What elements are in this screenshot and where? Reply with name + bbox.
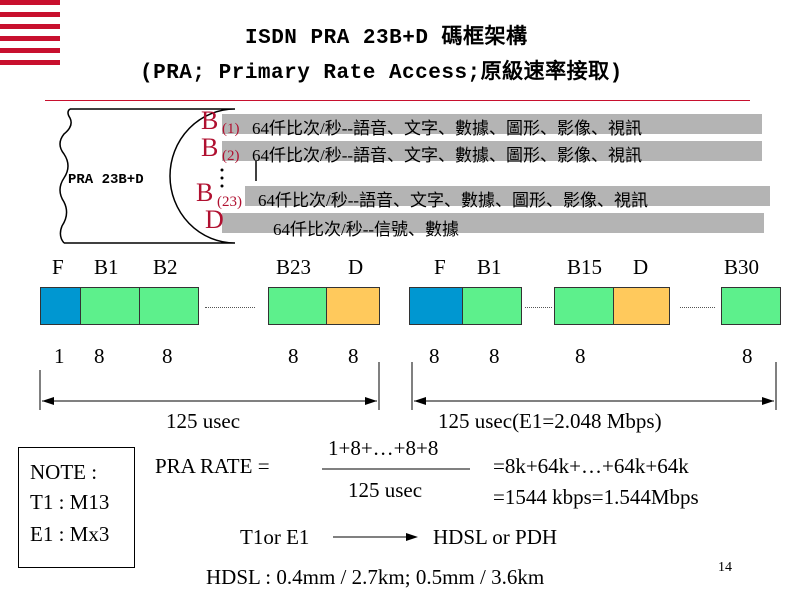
frame-header-t1-b2: B2: [153, 255, 178, 279]
bits-e1-b1: 8: [489, 344, 500, 368]
channel-text-d: 64仟比次/秒--信號、數據: [273, 220, 460, 239]
frame-header-e1-f: F: [434, 255, 446, 279]
rate-numerator: 1+8+…+8+8: [328, 436, 439, 460]
channel-sub-b1: (1): [222, 121, 240, 137]
frame-slot-e1-f: [409, 287, 463, 325]
duration-t1: 125 usec: [166, 409, 241, 433]
frame-slot-e1-b1: [462, 287, 522, 325]
channel-bar-b1: [222, 114, 762, 134]
frame-slot-t1-b2: [139, 287, 199, 325]
frame-slot-t1-f: [40, 287, 81, 325]
frame-gap-t1: [205, 307, 255, 308]
channel-sub-b2: (2): [222, 148, 240, 164]
rate-result-1: =8k+64k+…+64k+64k: [493, 454, 689, 478]
bits-t1-b2: 8: [162, 344, 173, 368]
frame-header-e1-b1: B1: [477, 255, 502, 279]
conversion-to: HDSL or PDH: [433, 525, 558, 549]
frame-header-t1-f: F: [52, 255, 64, 279]
frame-gap-e1-a: [525, 307, 552, 308]
note-title: NOTE :: [30, 460, 98, 484]
frame-header-t1-b23: B23: [276, 255, 312, 279]
frame-slot-e1-b30: [721, 287, 781, 325]
channel-text-b2: 64仟比次/秒--語音、文字、數據、圖形、影像、視訊: [252, 146, 643, 165]
bits-t1-b23: 8: [288, 344, 299, 368]
frame-header-e1-b15: B15: [567, 255, 603, 279]
channel-bar-d: [222, 213, 764, 233]
channel-letter-b1: B: [201, 106, 219, 135]
channel-sub-b23: (23): [217, 194, 242, 210]
hdsl-spec: HDSL : 0.4mm / 2.7km; 0.5mm / 3.6km: [206, 565, 545, 589]
page-subtitle: (PRA; Primary Rate Access;原級速率接取): [140, 62, 623, 85]
title-divider: [45, 100, 750, 101]
page-number: 14: [718, 560, 732, 575]
frame-gap-e1-b: [680, 307, 715, 308]
bits-e1-b15: 8: [575, 344, 586, 368]
frame-header-e1-d: D: [633, 255, 649, 279]
channel-letter-b23: B: [196, 178, 214, 207]
frame-slot-e1-b15: [554, 287, 614, 325]
equipment-label: PRA 23B+D: [68, 172, 144, 188]
bits-e1-b30: 8: [742, 344, 753, 368]
note-box: [18, 447, 135, 568]
frame-header-t1-d: D: [348, 255, 364, 279]
rate-result-2: =1544 kbps=1.544Mbps: [493, 485, 699, 509]
channel-bar-b23: [245, 186, 770, 206]
bits-e1-f: 8: [429, 344, 440, 368]
channel-text-b23: 64仟比次/秒--語音、文字、數據、圖形、影像、視訊: [258, 191, 649, 210]
bits-t1-f: 1: [54, 344, 65, 368]
channel-letter-b2: B: [201, 133, 219, 162]
rate-label: PRA RATE =: [155, 454, 270, 478]
rate-denominator: 125 usec: [348, 478, 423, 502]
channel-bar-b2: [222, 141, 762, 161]
duration-e1: 125 usec(E1=2.048 Mbps): [438, 409, 662, 433]
frame-slot-e1-d: [613, 287, 670, 325]
channel-letter-d: D: [205, 205, 224, 234]
page-title: ISDN PRA 23B+D 碼框架構: [245, 27, 528, 50]
frame-header-e1-b30: B30: [724, 255, 760, 279]
frame-header-t1-b1: B1: [94, 255, 119, 279]
note-e1: E1 : Mx3: [30, 522, 110, 546]
conversion-from: T1or E1: [240, 525, 310, 549]
frame-slot-t1-d: [326, 287, 380, 325]
note-t1: T1 : M13: [30, 490, 110, 514]
bits-t1-d: 8: [348, 344, 359, 368]
bits-t1-b1: 8: [94, 344, 105, 368]
channel-text-b1: 64仟比次/秒--語音、文字、數據、圖形、影像、視訊: [252, 119, 643, 138]
